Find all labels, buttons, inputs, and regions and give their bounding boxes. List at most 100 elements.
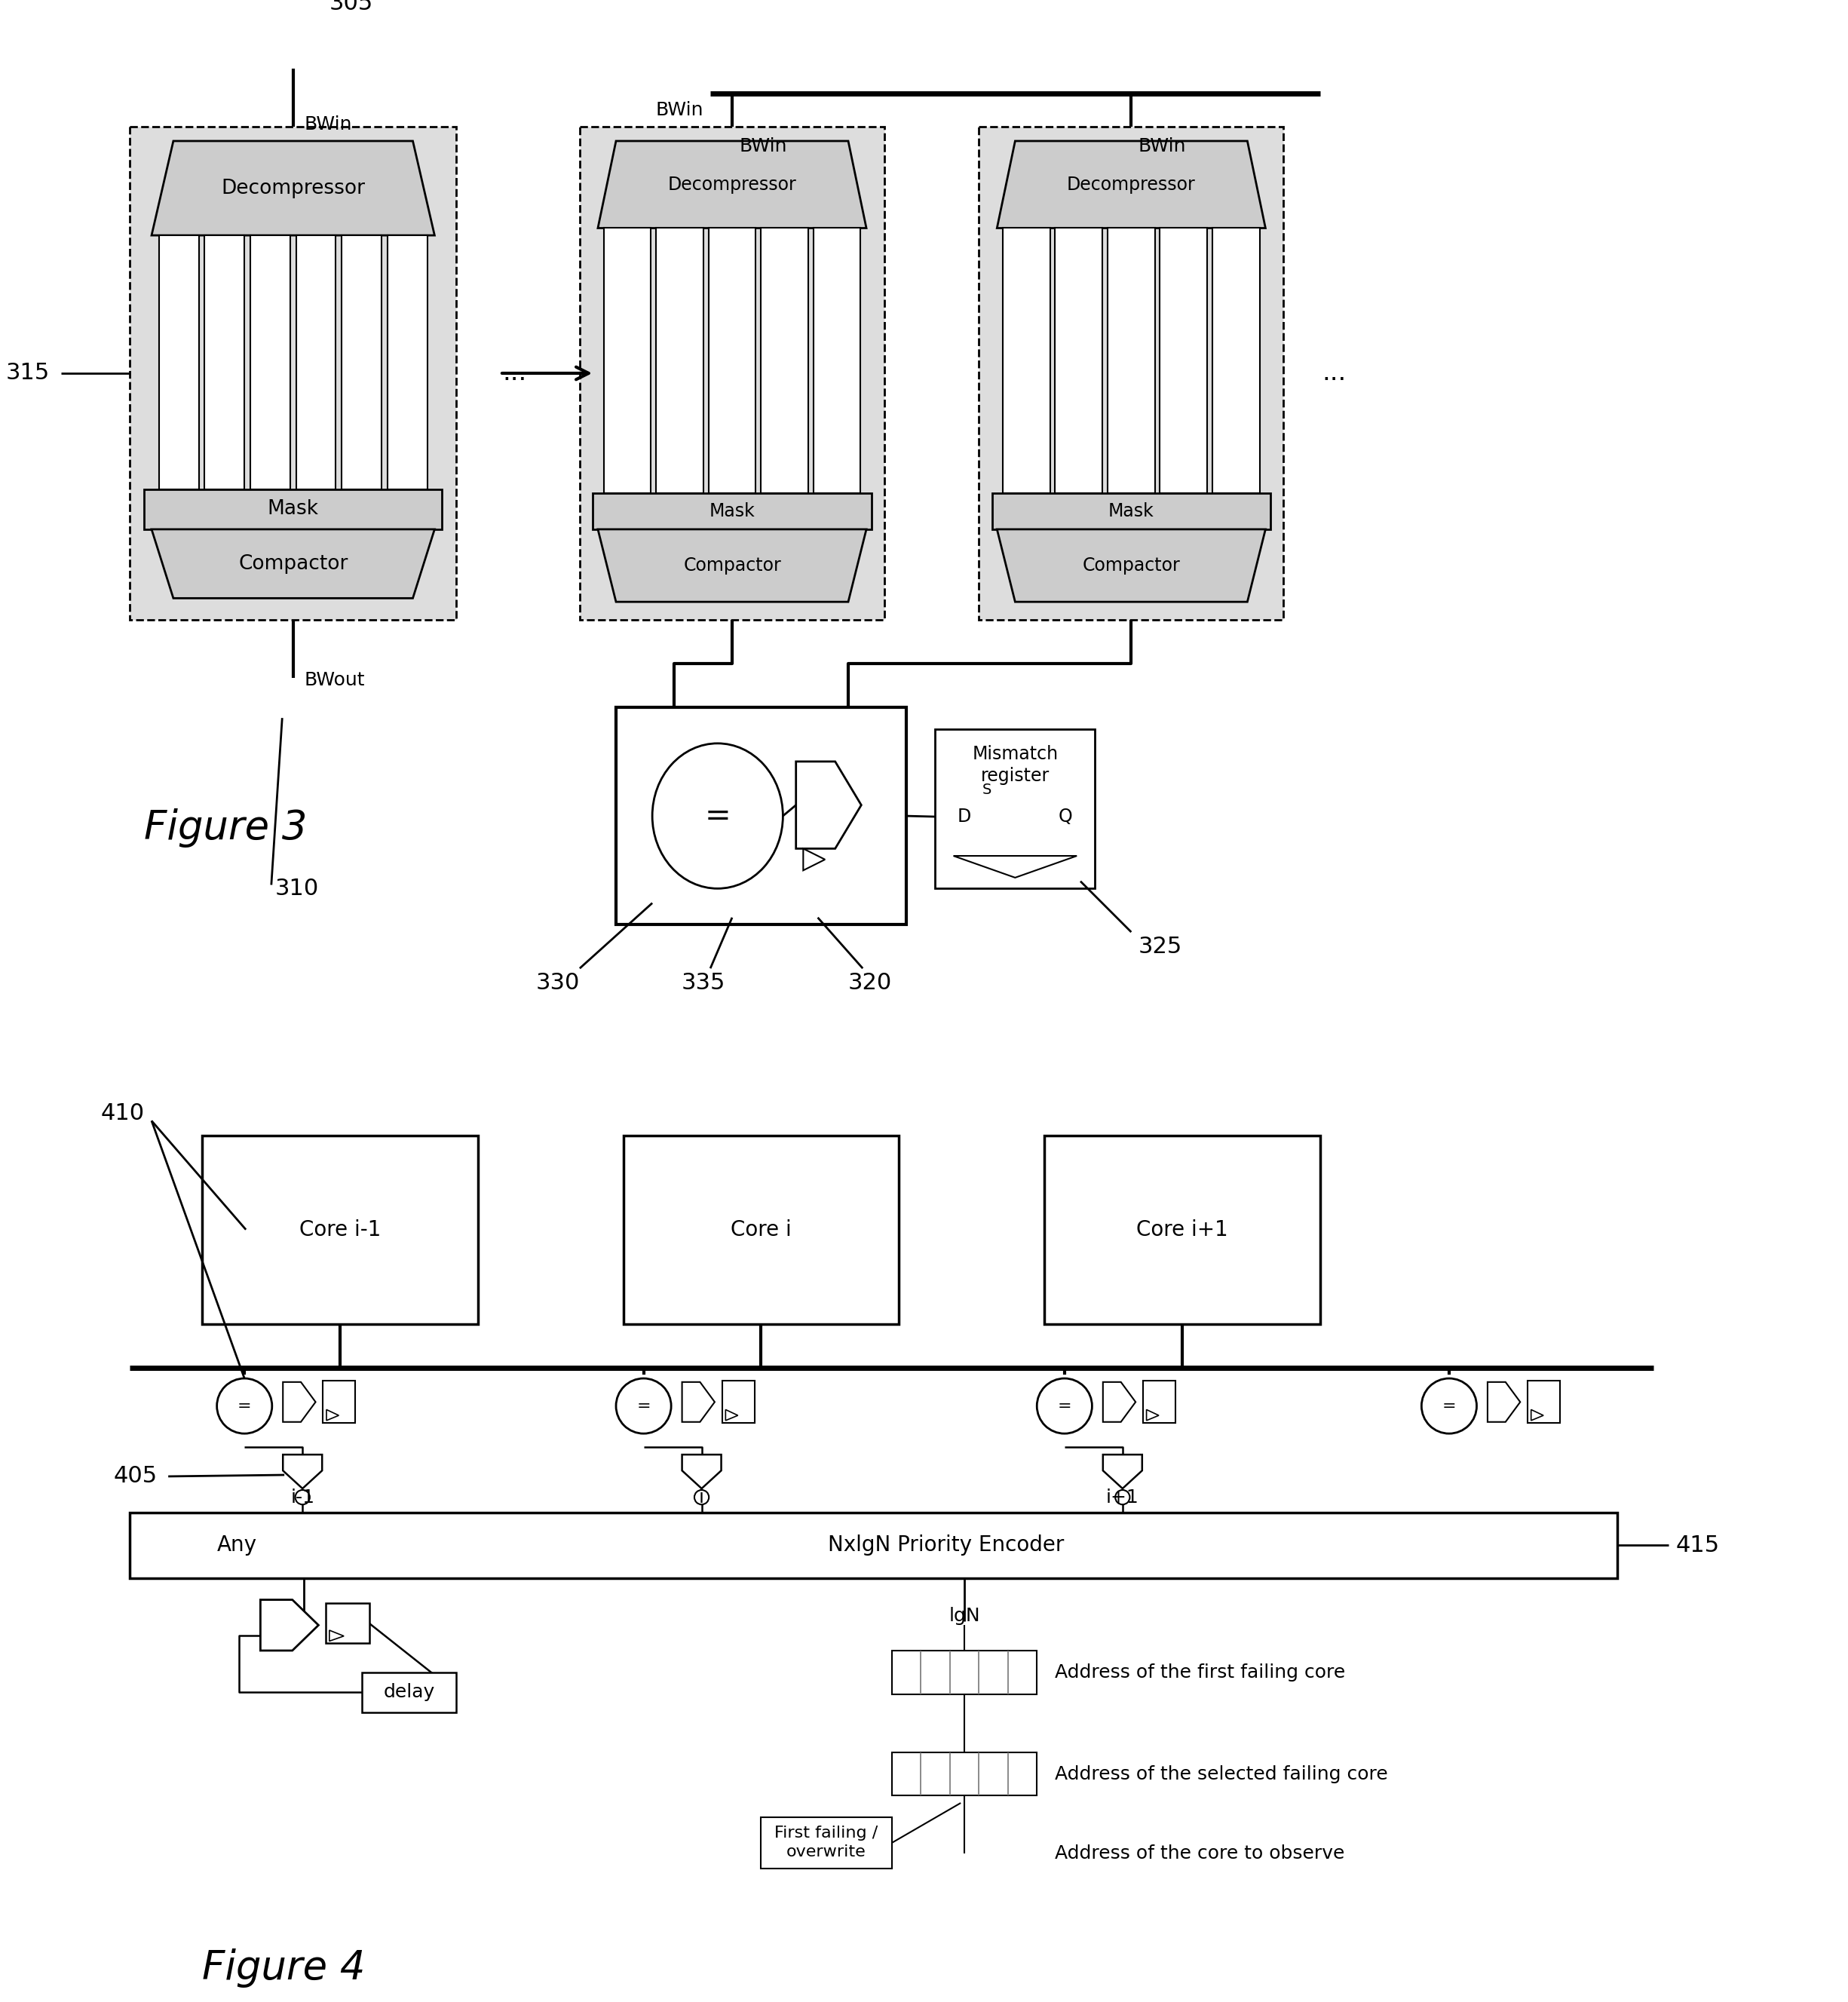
Bar <box>761 1818 893 1868</box>
Bar <box>159 236 200 488</box>
Text: Address of the selected failing core: Address of the selected failing core <box>1055 1766 1388 1784</box>
Text: Figure 4: Figure 4 <box>203 1948 366 1988</box>
Text: Compactor: Compactor <box>684 557 782 575</box>
Polygon shape <box>1146 1409 1159 1421</box>
Text: 305: 305 <box>329 0 373 14</box>
Text: ...: ... <box>503 360 527 386</box>
Text: i-1: i-1 <box>290 1489 314 1508</box>
Circle shape <box>216 1379 272 1433</box>
Polygon shape <box>327 1409 338 1421</box>
Bar <box>593 492 872 529</box>
Bar <box>656 228 704 492</box>
Polygon shape <box>1103 1455 1142 1489</box>
Bar <box>1528 1381 1560 1423</box>
Bar <box>979 126 1284 621</box>
Text: 325: 325 <box>1138 935 1183 957</box>
Polygon shape <box>329 1630 344 1642</box>
Text: Any: Any <box>216 1536 257 1556</box>
Polygon shape <box>682 1381 715 1421</box>
Text: 335: 335 <box>682 971 724 993</box>
Bar <box>992 492 1271 529</box>
Polygon shape <box>1488 1381 1521 1421</box>
Text: Decompressor: Decompressor <box>1066 176 1196 194</box>
Polygon shape <box>599 529 867 603</box>
Text: Decompressor: Decompressor <box>222 178 366 198</box>
Bar <box>1142 1381 1175 1423</box>
Bar <box>144 488 442 529</box>
Text: =: = <box>1057 1399 1072 1413</box>
Bar <box>325 1604 370 1644</box>
Bar <box>129 1514 1617 1578</box>
Text: =: = <box>704 801 730 831</box>
Text: 310: 310 <box>275 877 320 899</box>
Text: overwrite: overwrite <box>787 1844 867 1860</box>
Polygon shape <box>599 140 867 228</box>
Text: delay: delay <box>383 1684 434 1702</box>
Text: BWout: BWout <box>303 671 364 689</box>
Polygon shape <box>996 529 1266 603</box>
Bar <box>249 236 290 488</box>
Text: Core i-1: Core i-1 <box>299 1219 381 1239</box>
Bar <box>623 1135 898 1323</box>
Circle shape <box>1037 1379 1092 1433</box>
Text: Q: Q <box>1059 807 1074 825</box>
Text: Decompressor: Decompressor <box>667 176 796 194</box>
Polygon shape <box>1532 1409 1543 1421</box>
Circle shape <box>1116 1489 1129 1506</box>
Bar <box>1212 228 1260 492</box>
Text: Compactor: Compactor <box>1083 557 1181 575</box>
Text: 320: 320 <box>848 971 893 993</box>
Text: Core i+1: Core i+1 <box>1137 1219 1227 1239</box>
Text: 415: 415 <box>1676 1534 1719 1556</box>
Text: Mask: Mask <box>710 503 756 521</box>
Bar <box>1044 1135 1319 1323</box>
Bar <box>604 228 650 492</box>
Bar <box>388 236 427 488</box>
Bar <box>708 228 756 492</box>
Polygon shape <box>283 1455 322 1489</box>
Text: Core i: Core i <box>730 1219 791 1239</box>
Text: Address of the core to observe: Address of the core to observe <box>1055 1844 1345 1862</box>
Bar <box>205 236 244 488</box>
Text: =: = <box>237 1399 251 1413</box>
Bar <box>580 126 885 621</box>
Text: =: = <box>636 1399 650 1413</box>
Polygon shape <box>726 1409 737 1421</box>
Text: 315: 315 <box>6 362 50 384</box>
Bar <box>1107 228 1155 492</box>
Text: =: = <box>1441 1399 1456 1413</box>
Bar <box>203 1135 479 1323</box>
Bar <box>935 729 1096 889</box>
Text: Address of the first failing core: Address of the first failing core <box>1055 1664 1345 1682</box>
Polygon shape <box>954 857 1077 877</box>
Bar <box>342 236 381 488</box>
Bar <box>893 1650 1037 1694</box>
Bar <box>129 126 456 621</box>
Bar <box>1055 228 1103 492</box>
Text: 410: 410 <box>100 1103 144 1125</box>
Text: Mask: Mask <box>268 501 318 519</box>
Polygon shape <box>1103 1381 1135 1421</box>
Text: Mask: Mask <box>1109 503 1155 521</box>
Polygon shape <box>804 849 824 871</box>
Text: BWin: BWin <box>739 138 787 156</box>
Bar <box>723 1381 754 1423</box>
Text: BWin: BWin <box>303 116 351 134</box>
Text: BWin: BWin <box>1138 138 1186 156</box>
Polygon shape <box>152 140 434 236</box>
Text: BWin: BWin <box>656 100 702 120</box>
Polygon shape <box>996 140 1266 228</box>
Polygon shape <box>261 1600 318 1650</box>
Polygon shape <box>152 529 434 599</box>
Bar <box>323 1381 355 1423</box>
Text: ...: ... <box>1323 360 1347 386</box>
Text: D: D <box>957 807 970 825</box>
Bar <box>1003 228 1050 492</box>
Text: NxlgN Priority Encoder: NxlgN Priority Encoder <box>828 1536 1064 1556</box>
Text: First failing /: First failing / <box>774 1826 878 1842</box>
Circle shape <box>615 1379 671 1433</box>
Circle shape <box>296 1489 310 1506</box>
Text: S: S <box>983 783 992 797</box>
Bar <box>1161 228 1207 492</box>
Bar <box>893 1752 1037 1796</box>
